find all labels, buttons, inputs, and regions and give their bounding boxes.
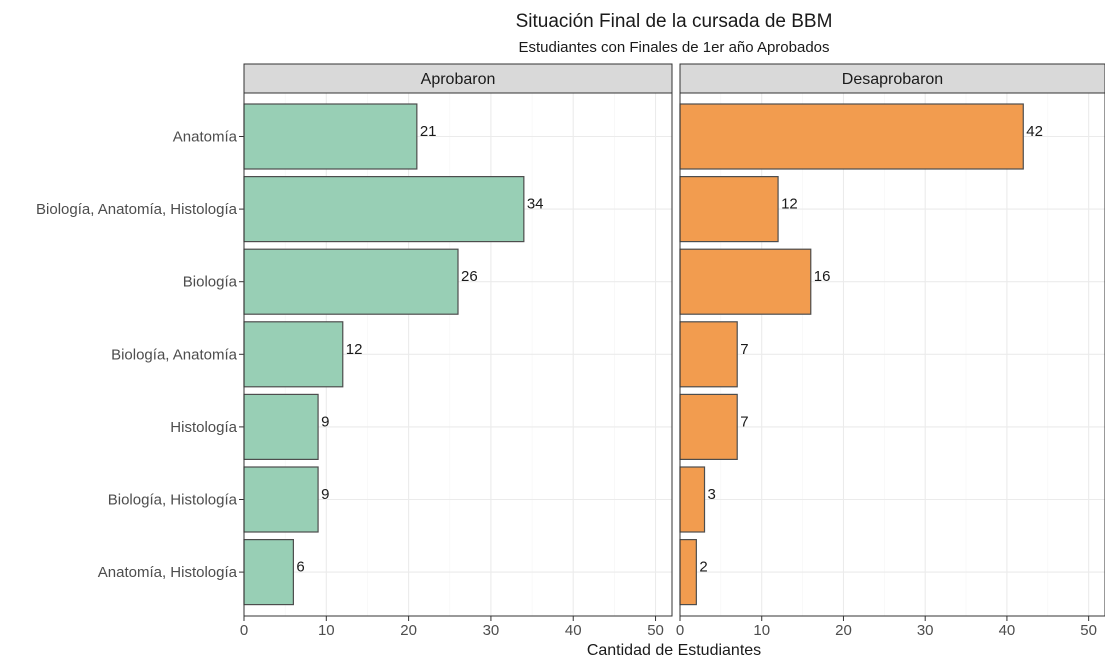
bar-aprobaron-biologia-histologia bbox=[243, 466, 319, 533]
chart-subtitle: Estudiantes con Finales de 1er año Aprob… bbox=[518, 39, 829, 56]
panel-aprobaron: Aprobaron 21 34 26 12 9 9 6 0 10 20 30 40 50 bbox=[240, 63, 673, 639]
x-tick-label: 10 bbox=[753, 622, 770, 639]
x-axis-title: Cantidad de Estudiantes bbox=[587, 642, 761, 659]
chart-title: Situación Final de la cursada de BBM bbox=[516, 11, 833, 32]
data-label: 21 bbox=[420, 123, 437, 140]
x-tick-label: 10 bbox=[318, 622, 335, 639]
x-tick-label: 40 bbox=[565, 622, 582, 639]
data-label: 12 bbox=[346, 341, 363, 358]
x-tick-label: 50 bbox=[647, 622, 664, 639]
data-label: 34 bbox=[527, 196, 544, 213]
bar-desaprobaron-biologia-anatomia bbox=[679, 321, 738, 388]
category-axis: Anatomía Biología, Anatomía, Histología Bi… bbox=[36, 129, 244, 581]
bar-aprobaron-biologia bbox=[243, 248, 459, 315]
data-label: 26 bbox=[461, 268, 478, 285]
data-label: 42 bbox=[1026, 123, 1043, 140]
data-label: 9 bbox=[321, 413, 329, 430]
bar-desaprobaron-biologia-histologia bbox=[679, 466, 706, 533]
bar-aprobaron-anatomia bbox=[243, 103, 418, 170]
facet-strip-label: Aprobaron bbox=[421, 71, 496, 88]
bar-aprobaron-histologia bbox=[243, 393, 319, 460]
bar-desaprobaron-biologia-anatomia-histologia bbox=[679, 176, 779, 243]
category-label-anatomia: Anatomía bbox=[173, 129, 238, 146]
bar-desaprobaron-histologia bbox=[679, 393, 738, 460]
bar-aprobaron-biologia-anatomia bbox=[243, 321, 344, 388]
data-label: 2 bbox=[699, 559, 707, 576]
data-label: 7 bbox=[740, 341, 748, 358]
facet-strip-label: Desaprobaron bbox=[842, 71, 943, 88]
data-label: 12 bbox=[781, 196, 798, 213]
data-label: 6 bbox=[296, 559, 304, 576]
category-label-biologia-anatomia-histologia: Biología, Anatomía, Histología bbox=[36, 201, 238, 218]
x-tick-label: 30 bbox=[917, 622, 934, 639]
bar-aprobaron-anatomia-histologia bbox=[243, 538, 294, 606]
category-label-biologia: Biología bbox=[183, 274, 238, 291]
bar-aprobaron-biologia-anatomia-histologia bbox=[243, 176, 525, 243]
category-label-biologia-histologia: Biología, Histología bbox=[108, 492, 238, 509]
bar-desaprobaron-anatomia bbox=[679, 103, 1024, 170]
data-label: 9 bbox=[321, 486, 329, 503]
bar-desaprobaron-anatomia-histologia bbox=[679, 538, 697, 606]
bar-desaprobaron-biologia bbox=[679, 248, 812, 315]
x-tick-label: 0 bbox=[676, 622, 684, 639]
x-tick-label: 20 bbox=[835, 622, 852, 639]
x-tick-label: 20 bbox=[400, 622, 417, 639]
data-label: 3 bbox=[708, 486, 716, 503]
x-tick-label: 50 bbox=[1080, 622, 1097, 639]
data-label: 7 bbox=[740, 413, 748, 430]
panel-border bbox=[679, 92, 1105, 617]
panel-border bbox=[243, 92, 673, 617]
x-tick-label: 0 bbox=[240, 622, 248, 639]
facet-strip bbox=[679, 63, 1105, 94]
x-tick-label: 30 bbox=[483, 622, 500, 639]
data-label: 16 bbox=[814, 268, 831, 285]
category-label-anatomia-histologia: Anatomía, Histología bbox=[98, 564, 238, 581]
category-label-biologia-anatomia: Biología, Anatomía bbox=[111, 346, 238, 363]
category-label-histologia: Histología bbox=[170, 419, 237, 436]
x-tick-label: 40 bbox=[999, 622, 1016, 639]
